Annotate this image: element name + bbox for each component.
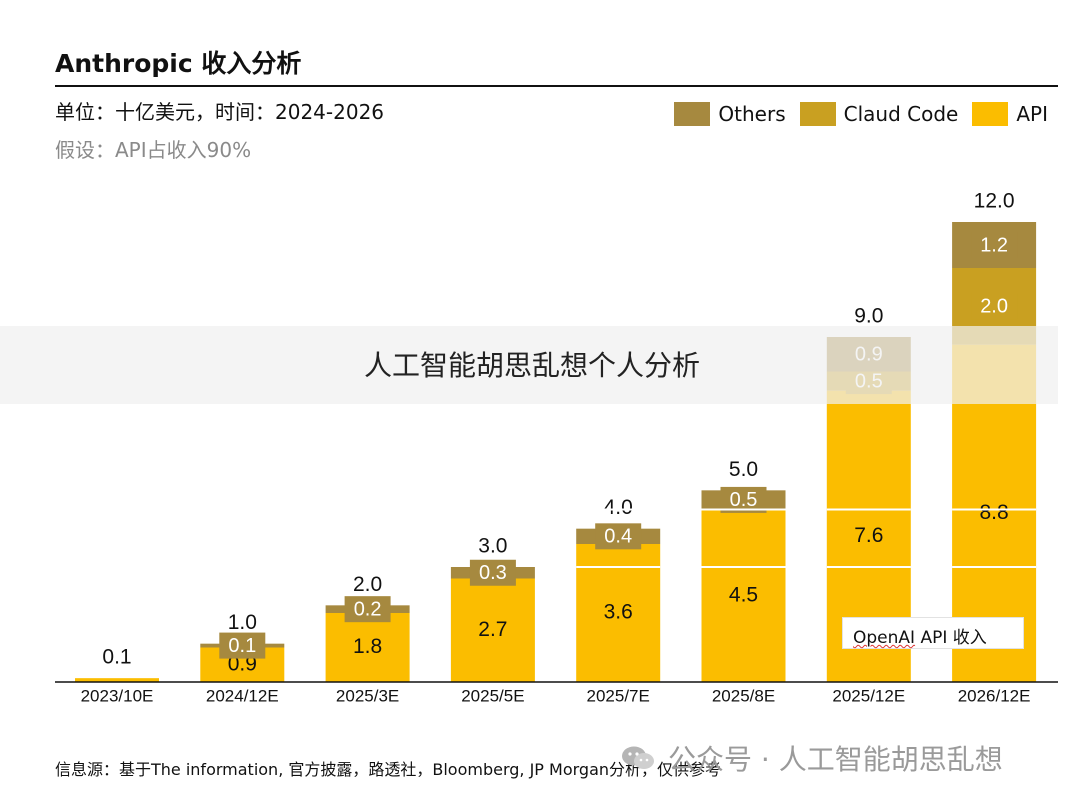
chart-legend: Others Claud Code API — [660, 102, 1048, 126]
bar-api-5 — [701, 509, 786, 682]
segment-label-bg-others-3 — [469, 559, 516, 586]
legend-label-claud-code: Claud Code — [843, 102, 959, 126]
segment-label-api-5: 4.5 — [729, 583, 758, 606]
segment-label-others-2: 0.2 — [354, 598, 382, 620]
segment-label-api-6: 7.6 — [854, 524, 883, 547]
total-label-0: 0.1 — [102, 646, 131, 669]
legend-item-others: Others — [674, 102, 786, 126]
openai-api-annotation: OpenAI API 收入 — [842, 617, 1024, 649]
legend-label-api: API — [1016, 102, 1048, 126]
x-tick-label-5: 2025/8E — [712, 686, 775, 705]
segment-label-bg-others-7 — [971, 232, 1018, 258]
watermark: 公众号 · 人工智能胡思乱想 — [620, 738, 1003, 778]
x-tick-label-1: 2024/12E — [206, 686, 279, 705]
segment-label-api-7: 8.8 — [979, 501, 1008, 524]
total-label-3: 3.0 — [478, 535, 507, 558]
watermark-banner — [0, 326, 1058, 404]
page-title: Anthropic 收入分析 — [55, 49, 302, 78]
segment-label-claud-code-7: 2.0 — [980, 296, 1008, 318]
segment-label-others-3: 0.3 — [479, 562, 507, 584]
segment-label-api-2: 1.8 — [353, 635, 382, 658]
bar-api-0 — [75, 678, 159, 682]
wechat-icon — [622, 746, 654, 769]
total-label-7: 12.0 — [974, 190, 1015, 213]
source-note: 信息源：基于The information, 官方披露，路透社，Bloomber… — [55, 760, 722, 779]
bar-api-2 — [325, 613, 410, 682]
segment-label-others-1: 0.1 — [228, 635, 256, 657]
total-label-1: 1.0 — [228, 611, 257, 634]
segment-label-others-4: 0.4 — [604, 526, 632, 548]
total-label-5: 5.0 — [729, 458, 758, 481]
legend-item-api: API — [972, 102, 1048, 126]
x-tick-label-6: 2025/12E — [832, 686, 905, 705]
banner-text: 人工智能胡思乱想个人分析 — [364, 349, 701, 382]
x-tick-label-0: 2023/10E — [81, 686, 154, 705]
segment-label-bg-others-4 — [595, 523, 642, 550]
segment-label-bg-others-1 — [219, 632, 266, 659]
legend-label-others: Others — [718, 102, 786, 126]
assumption-note: 假设：API占收入90% — [55, 138, 252, 162]
bar-api-3 — [450, 578, 535, 682]
legend-swatch-api — [972, 102, 1009, 126]
x-tick-label-2: 2025/3E — [336, 686, 399, 705]
segment-label-api-4: 3.6 — [604, 601, 633, 624]
unit-subtitle: 单位：十亿美元，时间：2024-2026 — [55, 100, 385, 124]
segment-label-api-3: 2.7 — [478, 618, 507, 641]
segment-label-others-7: 1.2 — [980, 234, 1008, 256]
x-tick-label-3: 2025/5E — [461, 686, 524, 705]
x-tick-label-7: 2026/12E — [958, 686, 1031, 705]
legend-item-claud-code: Claud Code — [799, 102, 959, 126]
segment-label-bg-others-2 — [344, 596, 391, 623]
x-tick-label-4: 2025/7E — [587, 686, 650, 705]
total-label-4: 4.0 — [604, 496, 633, 519]
title-divider — [55, 85, 1058, 87]
legend-swatch-claud-code — [799, 102, 836, 126]
watermark-text: 公众号 · 人工智能胡思乱想 — [668, 743, 1003, 776]
legend-swatch-others — [674, 102, 711, 126]
segment-label-others-5: 0.5 — [730, 489, 758, 511]
openai-annotation-prefix: OpenAI — [853, 628, 916, 648]
total-label-6: 9.0 — [854, 305, 883, 328]
total-label-2: 2.0 — [353, 573, 382, 596]
openai-annotation-rest: API 收入 — [915, 628, 987, 648]
segment-label-bg-claud-code-7 — [971, 293, 1018, 320]
